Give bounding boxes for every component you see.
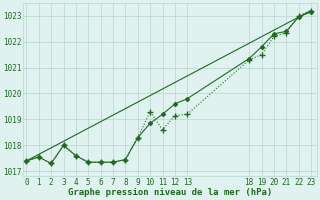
X-axis label: Graphe pression niveau de la mer (hPa): Graphe pression niveau de la mer (hPa) bbox=[68, 188, 272, 197]
